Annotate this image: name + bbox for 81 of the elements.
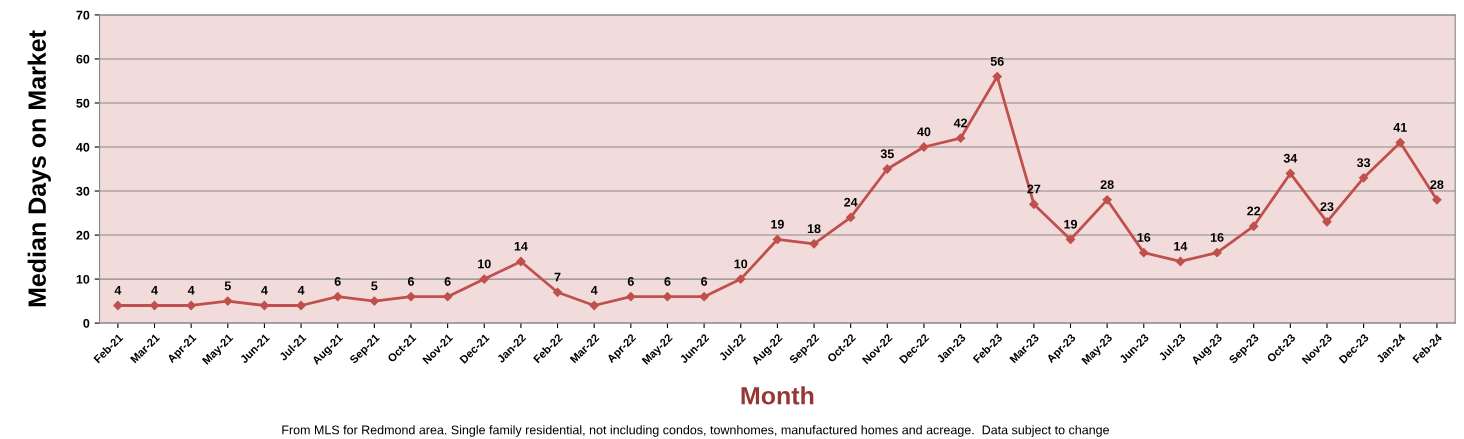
point [552,287,563,297]
data-label: 4 [187,285,195,295]
data-label: 6 [701,277,708,286]
point [1212,248,1222,258]
data-label: 27 [1027,184,1041,194]
data-label: 4 [297,285,305,295]
point [1395,137,1405,148]
y-axis-title: Median Days on Market [27,30,51,307]
data-label: 4 [261,285,268,295]
point [1285,168,1295,179]
point [516,256,526,267]
point [772,234,783,245]
point [955,133,966,143]
point [333,292,343,302]
point [113,300,123,311]
point [1322,217,1332,227]
data-label: 4 [590,285,598,295]
x-axis-title: Month [741,386,814,405]
data-label: 19 [1064,219,1077,229]
data-label: 42 [953,118,968,128]
data-label: 35 [880,149,894,159]
data-label: 56 [990,56,1004,66]
point [443,292,453,302]
point [406,292,416,302]
point [992,71,1002,82]
data-label: 10 [734,259,748,269]
point [1249,221,1259,231]
point [882,164,892,174]
data-label: 6 [444,277,451,286]
point [479,274,489,284]
data-label: 7 [554,272,561,282]
point [1102,195,1112,205]
data-label: 6 [407,277,415,286]
y-tick-label: 30 [76,186,90,196]
data-label: 14 [514,241,528,251]
data-label: 18 [807,224,821,234]
y-tick-label: 50 [76,98,90,108]
point [699,292,709,302]
data-label: 28 [1100,180,1114,190]
data-label: 23 [1320,202,1334,212]
data-label: 33 [1356,158,1371,168]
data-label: 24 [844,197,858,207]
data-label: 4 [151,285,158,295]
point [186,300,196,311]
point [369,296,379,306]
data-label: 16 [1137,233,1151,242]
point [296,300,306,311]
data-label: 16 [1210,233,1224,242]
data-label: 28 [1430,180,1444,190]
text: From MLS for Redmond area. Single family residential, not including condos, townhomes, manufactured homes and acreage. Data subject to change [282,425,1109,437]
y-tick-label: 60 [76,54,90,64]
data-label: 5 [371,281,378,291]
point [809,239,819,249]
y-tick-label: 0 [83,318,90,328]
data-label: 22 [1247,206,1261,216]
data-label: 34 [1283,153,1298,163]
y-tick-label: 20 [76,230,90,240]
data-label: 5 [224,281,231,291]
data-label: 19 [771,219,784,229]
point [626,292,636,302]
point [223,296,233,306]
point [846,212,856,223]
data-label: 6 [627,277,634,286]
point [1432,195,1442,205]
point [736,274,746,284]
data-label: 10 [478,259,491,269]
point [1029,199,1039,209]
data-label: 6 [664,277,671,286]
data-label: 40 [917,127,931,137]
y-tick-label: 40 [76,142,90,152]
y-tick-label: 10 [76,274,90,284]
point [662,292,673,302]
data-label: 4 [114,285,122,295]
point [589,300,599,311]
data-label: 41 [1393,123,1407,132]
point [1175,256,1186,267]
data-label: 14 [1174,241,1188,251]
point [1139,248,1149,258]
y-tick-label: 70 [76,10,90,20]
point [1358,173,1369,183]
data-label: 6 [334,277,341,286]
